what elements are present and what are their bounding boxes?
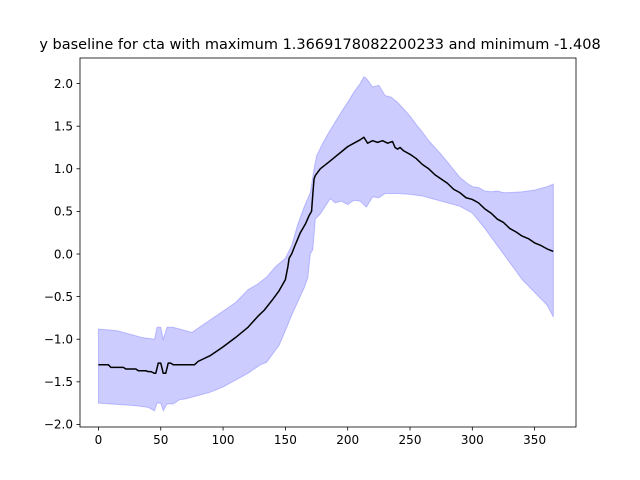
y-tick-label: −1.5 bbox=[44, 375, 73, 389]
x-tick-label: 350 bbox=[523, 433, 546, 447]
x-tick-label: 0 bbox=[95, 433, 103, 447]
x-tick-label: 300 bbox=[461, 433, 484, 447]
chart-title: y baseline for cta with maximum 1.366917… bbox=[39, 37, 600, 53]
x-tick-label: 150 bbox=[274, 433, 297, 447]
y-tick-label: −2.0 bbox=[44, 418, 73, 432]
axes-frame bbox=[79, 57, 577, 428]
y-tick-label: 2.0 bbox=[54, 77, 73, 91]
x-tick-label: 100 bbox=[212, 433, 235, 447]
x-tick-label: 50 bbox=[153, 433, 168, 447]
y-tick-label: −0.5 bbox=[44, 290, 73, 304]
y-tick-label: 1.0 bbox=[54, 162, 73, 176]
plot-area bbox=[97, 76, 554, 413]
x-tick-label: 250 bbox=[399, 433, 422, 447]
y-tick-label: 0.5 bbox=[54, 205, 73, 219]
axes: 0 50 100 150 200 250 300 350 −2.0 −1.5 −1.0 −0.5 0.0… bbox=[44, 57, 577, 447]
x-tick-label: 200 bbox=[336, 433, 359, 447]
series-band bbox=[97, 76, 554, 413]
y-tick-label: 1.5 bbox=[54, 119, 73, 133]
y-tick-label: −1.0 bbox=[44, 333, 73, 347]
y-tick-label: 0.0 bbox=[54, 247, 73, 261]
series-mean-line bbox=[98, 136, 554, 375]
